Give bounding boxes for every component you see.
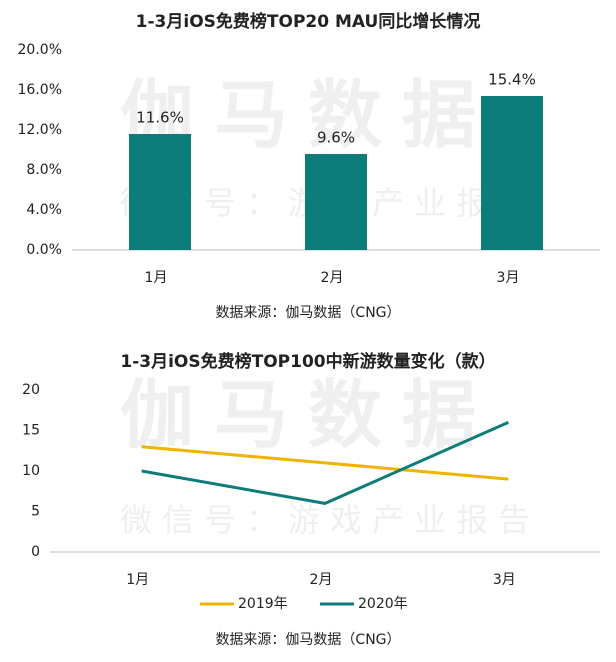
- chart-title: 1-3月iOS免费榜TOP20 MAU同比增长情况: [136, 11, 481, 32]
- source-note: 数据来源：伽马数据（CNG）: [215, 305, 400, 321]
- x-tick-label: 2月: [310, 572, 333, 588]
- chart-title: 1-3月iOS免费榜TOP100中新游数量变化（款）: [120, 351, 495, 372]
- x-tick-label: 1月: [145, 270, 168, 286]
- y-tick-label: 16.0%: [18, 82, 62, 98]
- y-tick-label: 4.0%: [26, 202, 62, 218]
- y-tick-label: 20: [22, 382, 40, 398]
- y-tick-label: 5: [31, 504, 40, 520]
- watermark-sub: 微信号：游戏产业报告: [120, 501, 540, 539]
- y-tick-label: 20.0%: [18, 42, 62, 58]
- source-note: 数据来源：伽马数据（CNG）: [215, 632, 400, 648]
- y-tick-label: 8.0%: [26, 162, 62, 178]
- x-tick-label: 3月: [497, 270, 520, 286]
- watermark: 伽马数据: [120, 373, 496, 459]
- legend-label: 2019年: [238, 596, 288, 612]
- x-tick-label: 1月: [126, 572, 149, 588]
- legend-label: 2020年: [358, 596, 408, 612]
- bar: [305, 154, 367, 250]
- y-tick-label: 10: [22, 463, 40, 479]
- y-tick-label: 0.0%: [26, 242, 62, 258]
- bar: [129, 134, 191, 250]
- line-series: [141, 445, 509, 481]
- y-tick-label: 0: [31, 544, 40, 560]
- data-label: 11.6%: [136, 109, 184, 127]
- data-label: 15.4%: [488, 71, 536, 89]
- y-tick-label: 12.0%: [18, 122, 62, 138]
- line-series: [141, 421, 509, 505]
- bar: [481, 96, 543, 250]
- y-tick-label: 15: [22, 423, 40, 439]
- x-tick-label: 3月: [493, 572, 516, 588]
- data-label: 9.6%: [317, 129, 355, 147]
- x-tick-label: 2月: [321, 270, 344, 286]
